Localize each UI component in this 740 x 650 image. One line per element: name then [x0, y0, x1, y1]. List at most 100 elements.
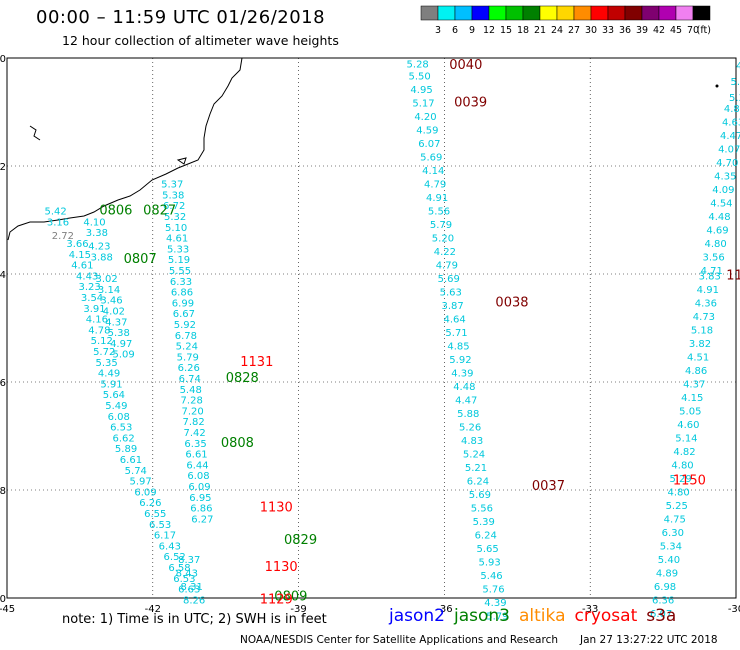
color-scale-label: 36 [619, 25, 631, 36]
wave-height-value: 3.56 [703, 253, 725, 264]
wave-height-value: 5.38 [108, 328, 130, 339]
wave-height-value: 6.07 [418, 139, 440, 150]
wave-height-value: 8.43 [176, 568, 198, 579]
wave-height-value: 6.08 [187, 471, 209, 482]
wave-height-value: 5.37 [161, 180, 183, 191]
wave-height-value: 6.30 [662, 528, 684, 539]
wave-height-value: 6.35 [184, 439, 206, 450]
wave-height-value: 6.61 [185, 450, 207, 461]
wave-height-value: 5.76 [482, 585, 504, 596]
wave-height-value: 6.63 [178, 585, 200, 596]
wave-height-value: 5.56 [471, 504, 493, 515]
wave-height-value: 5.25 [666, 501, 688, 512]
wave-height-value: 4.39 [484, 598, 506, 609]
wave-height-value: 5.92 [449, 355, 471, 366]
lagoon-outline [29, 125, 41, 141]
wave-height-value: 4.37 [683, 379, 705, 390]
wave-height-value: 4.64 [443, 315, 465, 326]
wave-height-value: 3.02 [95, 274, 117, 285]
wave-height-value: 4.14 [422, 166, 444, 177]
color-scale-label: 27 [568, 25, 580, 36]
wave-height-value: 4.71 [701, 266, 723, 277]
wave-height-value: 4.43 [76, 271, 98, 282]
wave-height-value: 4.51 [687, 352, 709, 363]
pass-time-label: 0806 [99, 204, 132, 219]
wave-height-value: 6.09 [188, 482, 210, 493]
wave-height-value: 5.09 [113, 350, 135, 361]
wave-height-value: 4.22 [434, 247, 456, 258]
wave-height-value: 5.88 [457, 409, 479, 420]
wave-height-value: 4.60 [677, 420, 699, 431]
wave-height-value: 4.10 [83, 217, 105, 228]
color-scale-label: 15 [500, 25, 512, 36]
wave-height-value: 7.42 [183, 428, 205, 439]
legend-item-jason3: jason3 [454, 606, 510, 626]
wave-height-value: 6.08 [108, 412, 130, 423]
wave-height-value: 5.91 [100, 379, 122, 390]
wave-height-value: 5.42 [44, 207, 66, 218]
page-title: 00:00 – 11:59 UTC 01/26/2018 [36, 7, 326, 28]
map-frame [6, 57, 737, 599]
wave-height-value: 6.67 [173, 309, 195, 320]
wave-height-value: 6.86 [171, 288, 193, 299]
wave-height-value: 3.87 [442, 301, 464, 312]
x-tick-label: -30 [728, 604, 740, 615]
wave-height-value: 4.91 [697, 285, 719, 296]
wave-height-value: 6.53 [149, 520, 171, 531]
wave-height-value: 4. [736, 61, 740, 72]
pass-time-label: 1150 [673, 474, 706, 489]
wave-height-value: 4.83 [461, 436, 483, 447]
wave-height-value: 5.20 [432, 234, 454, 245]
page-subtitle: 12 hour collection of altimeter wave hei… [62, 33, 339, 48]
legend-item-altika: altika [519, 606, 566, 626]
wave-height-value: 6.53 [110, 423, 132, 434]
pass-time-label: 0039 [454, 96, 487, 111]
wave-height-value: 4.86 [724, 104, 740, 115]
wave-height-value: 5.39 [473, 517, 495, 528]
wave-height-value: 5.46 [480, 571, 502, 582]
wave-height-value: 5.48 [180, 385, 202, 396]
pass-time-label: 0807 [124, 252, 157, 267]
pass-time-label: 114 [726, 268, 740, 283]
x-tick-label: -33 [582, 604, 598, 615]
wave-height-value: 4.37 [105, 317, 127, 328]
wave-height-value: 3.14 [98, 285, 120, 296]
wave-height-value: 5.24 [463, 450, 485, 461]
wave-height-value: 6.43 [159, 541, 181, 552]
pass-time-label: 0808 [221, 436, 254, 451]
y-tick-label: -20 [0, 54, 6, 65]
wave-height-value: 6.86 [190, 504, 212, 515]
wave-height-value: 5.72 [93, 347, 115, 358]
x-tick-label: -45 [0, 604, 15, 615]
wave-height-value: 5.64 [103, 390, 125, 401]
wave-height-value: 4.70 [716, 158, 738, 169]
pass-time-label: 1130 [265, 560, 298, 575]
wave-height-value: 5.92 [174, 320, 196, 331]
wave-height-value: 3.83 [699, 271, 721, 282]
wave-height-value: 5.93 [478, 558, 500, 569]
wave-height-value: 6.24 [475, 531, 497, 542]
wave-height-value: 6.78 [175, 331, 197, 342]
wave-height-value: 6.33 [170, 277, 192, 288]
wave-height-value: 4.07 [718, 145, 740, 156]
wave-height-value: 5.3 [729, 93, 740, 104]
wave-height-value: 3.23 [78, 282, 100, 293]
wave-height-value: 5.21 [465, 463, 487, 474]
wave-height-value: 5.3 [730, 77, 740, 88]
wave-height-value: 4.61 [71, 261, 93, 272]
x-tick-label: -36 [436, 604, 452, 615]
color-scale-label: 6 [452, 25, 458, 36]
color-scale-unit: (ft) [697, 25, 711, 36]
pass-time-label: 0038 [495, 295, 528, 310]
wave-height-value: 4.63 [722, 118, 740, 129]
wave-height-value: 6.52 [164, 552, 186, 563]
y-tick-label: -24 [0, 270, 6, 281]
wave-height-value: 6.55 [144, 509, 166, 520]
wave-height-value: 4.86 [685, 366, 707, 377]
wave-height-value: 6.72 [163, 201, 185, 212]
wave-height-value: 3.46 [100, 296, 122, 307]
wave-height-value: 5.24 [176, 342, 198, 353]
pass-time-label: 1130 [260, 501, 293, 516]
wave-height-value: 4.79 [424, 180, 446, 191]
pass-time-label: 0037 [532, 479, 565, 494]
